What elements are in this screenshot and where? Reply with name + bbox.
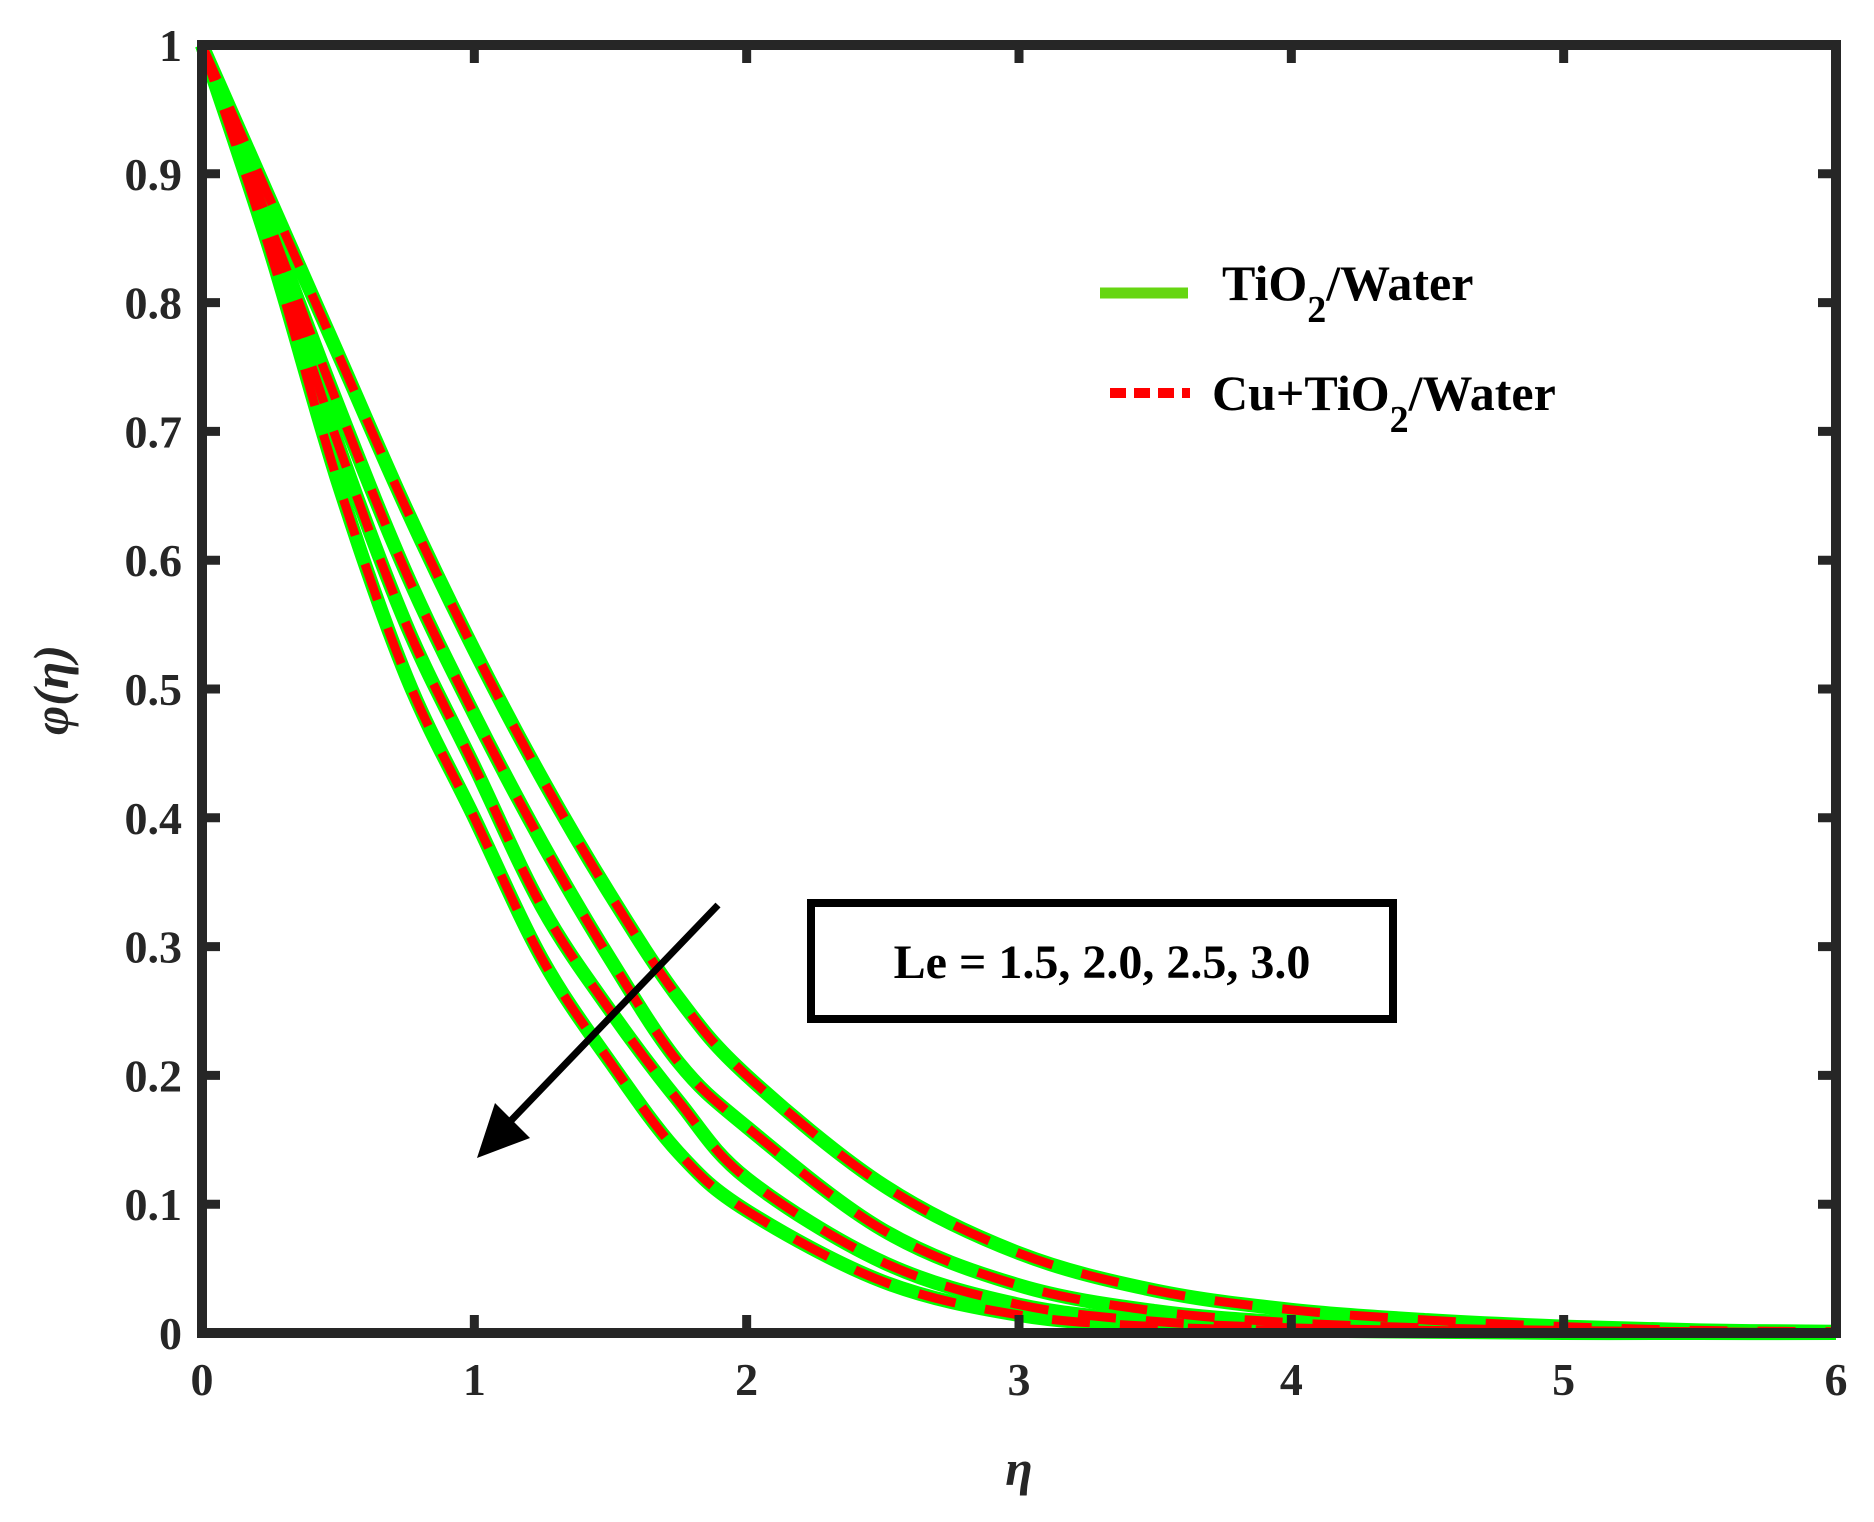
curve-line bbox=[197, 43, 1837, 1338]
y-tick-label: 0.8 bbox=[125, 278, 183, 329]
y-tick-label: 0.5 bbox=[125, 664, 183, 715]
legend-label-cu-tio2: Cu+TiO2/Water bbox=[1212, 365, 1556, 441]
y-tick-label: 0 bbox=[159, 1308, 182, 1359]
data-curves bbox=[195, 42, 1837, 1341]
arrow-shaft bbox=[497, 902, 721, 1135]
x-tick-label: 2 bbox=[735, 1354, 758, 1405]
x-tick-label: 6 bbox=[1825, 1354, 1848, 1405]
arrow-head-icon bbox=[477, 1103, 530, 1158]
x-tick-label: 1 bbox=[463, 1354, 486, 1405]
y-tick-label: 1 bbox=[159, 20, 182, 71]
y-tick-label: 0.2 bbox=[125, 1050, 183, 1101]
y-axis-label: φ(η) bbox=[23, 645, 79, 735]
curve-line bbox=[197, 43, 1837, 1337]
curve-line bbox=[195, 42, 1837, 1340]
x-tick-label: 3 bbox=[1008, 1354, 1031, 1405]
x-axis-label: η bbox=[1005, 1440, 1032, 1496]
annotation-text: Le = 1.5, 2.0, 2.5, 3.0 bbox=[894, 936, 1311, 989]
curve-line bbox=[195, 42, 1837, 1339]
curve-line bbox=[195, 42, 1836, 1341]
x-tick-label: 0 bbox=[191, 1354, 214, 1405]
plot-frame bbox=[197, 40, 1841, 1338]
curve-line bbox=[195, 42, 1837, 1341]
legend: TiO2/Water Cu+TiO2/Water bbox=[1100, 255, 1556, 441]
y-tick-label: 0.1 bbox=[125, 1179, 183, 1230]
x-tick-label: 4 bbox=[1280, 1354, 1303, 1405]
y-tick-label: 0.3 bbox=[125, 922, 183, 973]
curve-line bbox=[197, 43, 1837, 1338]
curve-line bbox=[197, 43, 1836, 1338]
axis-ticks: 0 1 2 3 4 5 6 0 0.1 0.2 0.3 0.4 0.5 0.6 0.7 0.8 0.9 1 bbox=[125, 20, 1848, 1405]
annotation: Le = 1.5, 2.0, 2.5, 3.0 bbox=[477, 899, 1397, 1158]
y-tick-label: 0.4 bbox=[125, 793, 183, 844]
x-tick-label: 5 bbox=[1552, 1354, 1575, 1405]
y-tick-label: 0.9 bbox=[125, 149, 183, 200]
y-tick-label: 0.7 bbox=[125, 406, 183, 457]
y-tick-label: 0.6 bbox=[125, 535, 183, 586]
legend-label-tio2: TiO2/Water bbox=[1222, 255, 1473, 331]
annotation-box bbox=[807, 899, 1397, 1023]
